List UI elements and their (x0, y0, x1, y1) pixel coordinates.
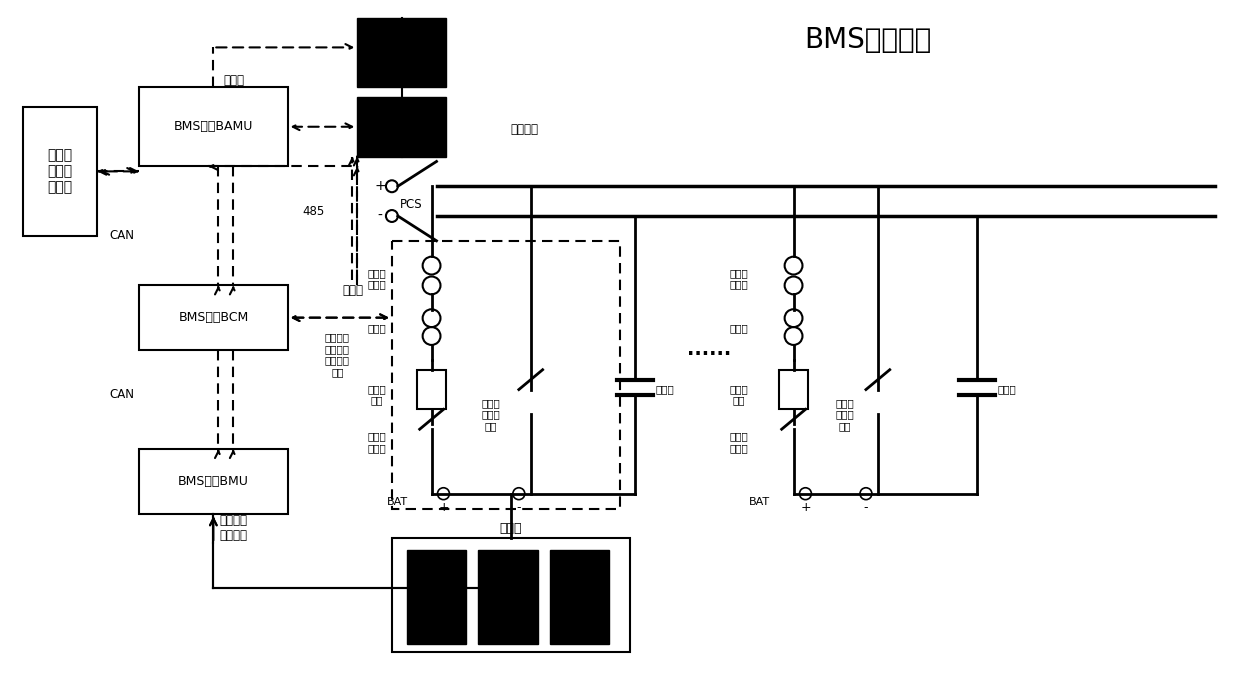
Text: BMS总控BAMU: BMS总控BAMU (173, 120, 253, 133)
Text: 高压盒: 高压盒 (342, 284, 363, 297)
Text: 电池簇: 电池簇 (499, 522, 522, 535)
Text: 电池簇
断路器: 电池簇 断路器 (368, 268, 387, 289)
Text: 485: 485 (302, 204, 325, 218)
Bar (357, 97, 446, 156)
Text: BAT: BAT (748, 497, 771, 507)
Text: -: - (378, 209, 383, 223)
Text: CAN: CAN (109, 229, 134, 243)
Text: 预充电
接触器: 预充电 接触器 (730, 431, 748, 453)
Text: +: + (800, 501, 810, 514)
Bar (392, 539, 629, 652)
Bar (139, 449, 287, 514)
Text: 预充电
电阻: 预充电 电阻 (730, 384, 748, 405)
Text: CAN: CAN (109, 388, 134, 401)
Text: 主断路器: 主断路器 (510, 123, 539, 136)
Bar (139, 87, 287, 166)
Text: 智能消
防系统
控制器: 智能消 防系统 控制器 (47, 148, 73, 195)
Text: -: - (864, 501, 869, 514)
Bar (478, 550, 538, 644)
Bar (139, 285, 287, 350)
Text: 以太网: 以太网 (223, 73, 244, 87)
Text: 电池簇
直流接
触器: 电池簇 直流接 触器 (836, 398, 855, 431)
Text: ......: ...... (688, 340, 731, 359)
Bar (24, 107, 98, 236)
Bar (416, 370, 446, 409)
Text: 预充电
接触器: 预充电 接触器 (368, 431, 387, 453)
Bar (392, 241, 620, 509)
Text: BMS从控BMU: BMS从控BMU (178, 474, 249, 488)
Text: +: + (374, 179, 385, 193)
Text: 熔断器: 熔断器 (368, 323, 387, 333)
Text: +: + (439, 501, 449, 514)
Text: 电池簇
直流接
触器: 电池簇 直流接 触器 (482, 398, 501, 431)
Text: 分流器: 分流器 (997, 385, 1016, 394)
Text: BMS主控BCM: BMS主控BCM (178, 311, 249, 324)
Text: BMS主回路图: BMS主回路图 (804, 26, 932, 55)
Text: 电池簇
断路器: 电池簇 断路器 (730, 268, 748, 289)
Bar (550, 550, 610, 644)
Text: -: - (517, 501, 522, 514)
Bar (406, 550, 466, 644)
Text: 电池电压
电流采样: 电池电压 电流采样 (219, 514, 248, 543)
Text: BAT: BAT (387, 497, 408, 507)
Text: 预充电
电阻: 预充电 电阻 (368, 384, 387, 405)
Text: 熔断器: 熔断器 (730, 323, 748, 333)
Text: 分流器: 分流器 (655, 385, 674, 394)
Bar (778, 370, 808, 409)
Bar (357, 18, 446, 87)
Text: PCS: PCS (400, 197, 422, 210)
Text: 电池簇电
压电流采
样与开关
控制: 电池簇电 压电流采 样与开关 控制 (325, 332, 349, 377)
